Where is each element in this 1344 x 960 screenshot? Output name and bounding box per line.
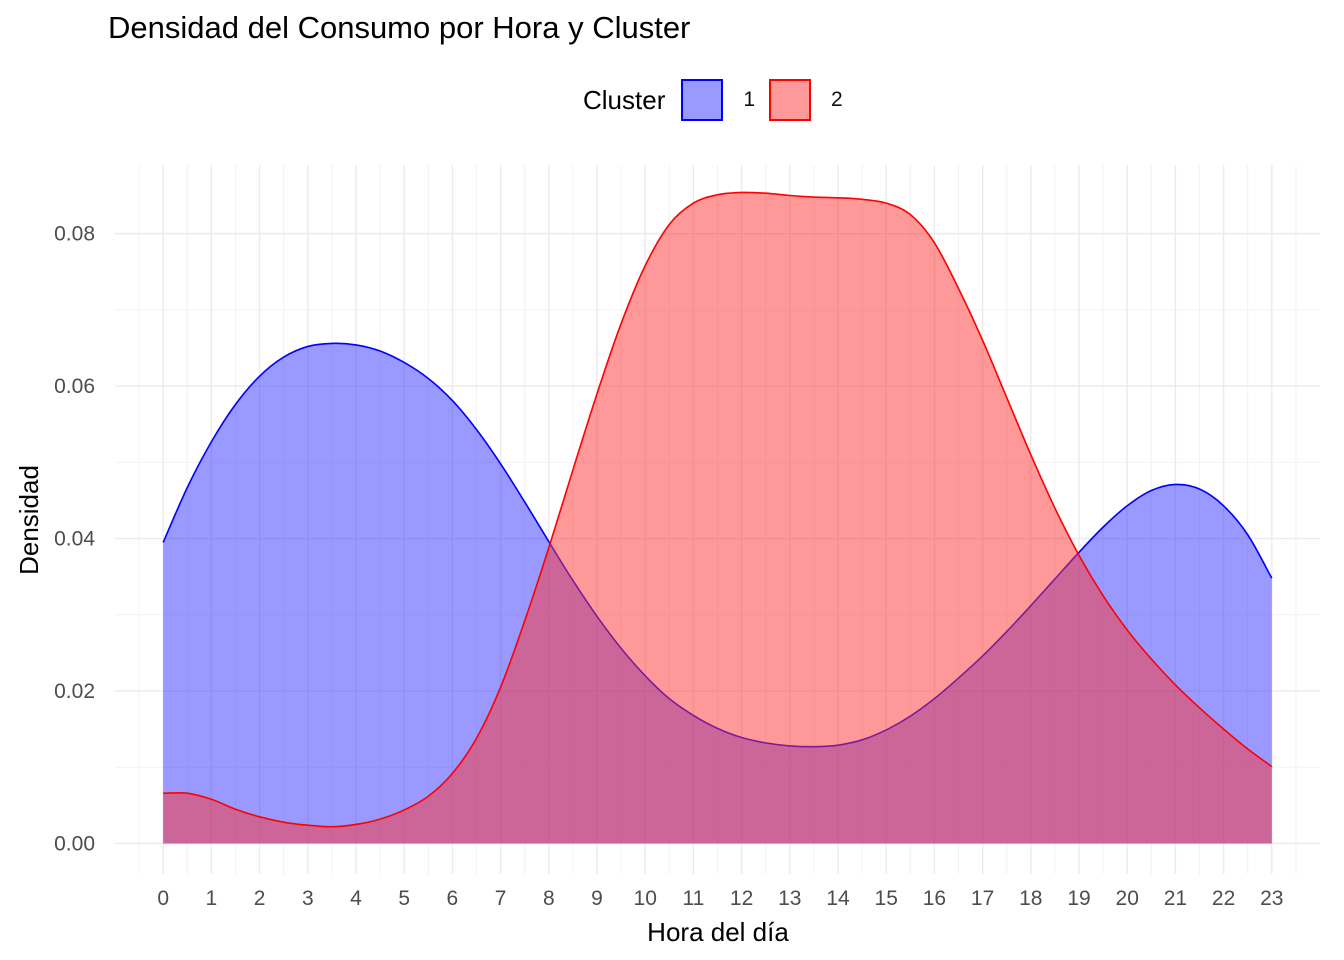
x-tick-label: 10: [634, 887, 657, 910]
legend-item-series-1: 1: [681, 79, 755, 121]
x-tick-label: 14: [826, 887, 850, 910]
y-axis-title: Densidad: [14, 465, 44, 575]
legend-key-series-2: [769, 79, 812, 121]
x-tick-label: 8: [543, 887, 555, 910]
y-tick-label: 0.04: [54, 528, 95, 551]
x-tick-label: 12: [730, 887, 753, 910]
x-tick-label: 0: [157, 887, 169, 910]
x-tick-label: 22: [1212, 887, 1235, 910]
x-tick-label: 13: [778, 887, 801, 910]
x-tick-label: 4: [350, 887, 362, 910]
x-tick-label: 18: [1019, 887, 1042, 910]
legend-label-series-1: 1: [743, 88, 756, 111]
x-tick-label: 16: [923, 887, 946, 910]
x-tick-label: 5: [398, 887, 410, 910]
legend-label-series-2: 2: [831, 88, 843, 111]
legend: Cluster 1 2: [583, 76, 857, 124]
y-tick-label: 0.08: [54, 223, 95, 246]
x-tick-label: 21: [1164, 887, 1187, 910]
x-tick-label: 20: [1116, 887, 1139, 910]
x-tick-label: 19: [1067, 887, 1090, 910]
y-tick-label: 0.06: [54, 375, 95, 398]
x-tick-label: 9: [591, 887, 603, 910]
legend-item-series-2: 2: [769, 79, 843, 121]
series-layer: [162, 191, 1273, 844]
legend-title: Cluster: [583, 84, 666, 115]
x-tick-label: 2: [254, 887, 266, 910]
x-tick-label: 11: [682, 887, 704, 910]
legend-key-series-1: [681, 79, 724, 121]
chart-title: Densidad del Consumo por Hora y Cluster: [108, 10, 691, 45]
x-tick-label: 3: [302, 887, 314, 910]
x-tick-label: 7: [495, 887, 507, 910]
density-line-series-2: [163, 191, 1273, 828]
x-axis-title: Hora del día: [647, 917, 789, 947]
x-tick-label: 23: [1260, 887, 1283, 910]
x-tick-label: 17: [971, 887, 994, 910]
axes: Hora del día Densidad 0 1 2 3 4 5 6 7 8 9 10 11 12 13…: [14, 223, 1283, 947]
y-tick-label: 0.02: [54, 680, 95, 703]
x-tick-label: 1: [206, 887, 218, 910]
density-area-series-2: [163, 192, 1272, 844]
x-tick-label: 6: [447, 887, 459, 910]
x-tick-label: 15: [875, 887, 898, 910]
y-tick-label: 0.00: [54, 833, 95, 856]
